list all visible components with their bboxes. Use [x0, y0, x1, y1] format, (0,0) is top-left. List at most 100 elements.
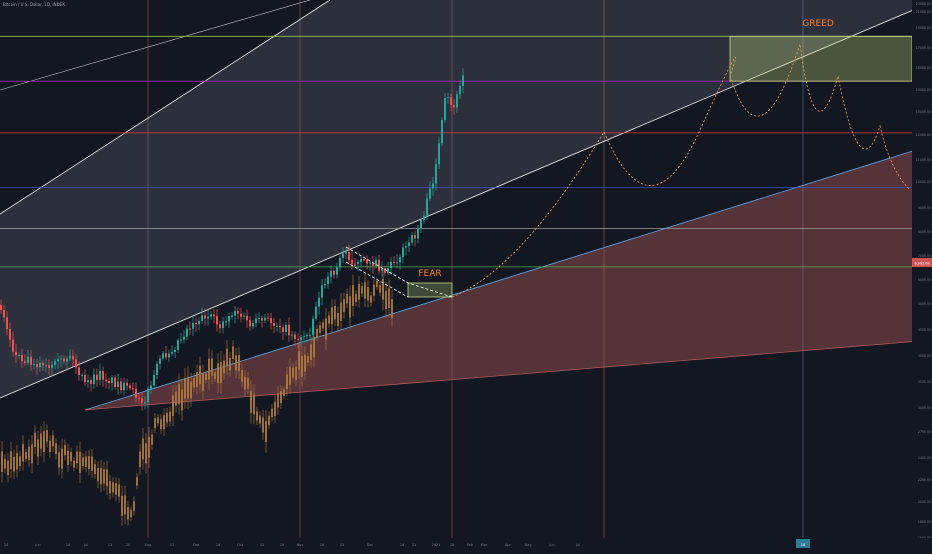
ghost-candle-body — [100, 468, 102, 485]
price-candle-body — [369, 262, 371, 264]
ghost-candle-body — [208, 358, 210, 380]
ghost-candle-body — [103, 469, 105, 484]
price-candle-body — [54, 361, 56, 365]
x-tick-label: 17 — [170, 543, 174, 547]
price-candle-body — [0, 305, 2, 310]
price-candle-body — [9, 329, 11, 340]
ghost-candle-body — [277, 393, 279, 408]
ghost-candle-body — [250, 390, 252, 413]
price-candle-body — [90, 380, 92, 385]
price-candle-body — [138, 397, 140, 399]
ghost-candle-body — [307, 356, 309, 363]
price-candle-body — [84, 375, 86, 383]
y-tick-label: 4000.00 — [918, 354, 931, 358]
price-candle-body — [117, 381, 119, 388]
ghost-candle-body — [283, 389, 285, 396]
ghost-candle-body — [226, 348, 228, 367]
projection-path — [451, 43, 911, 298]
ghost-candle-body — [67, 450, 69, 465]
price-candle-body — [270, 318, 272, 324]
price-candle-body — [189, 328, 191, 330]
price-candle-body — [288, 324, 290, 336]
ghost-candle-body — [151, 434, 153, 445]
price-candle-body — [300, 337, 302, 341]
x-tick-label: Jul — [575, 543, 580, 547]
ghost-candle-body — [256, 411, 258, 421]
ghost-candle-body — [112, 482, 114, 493]
price-candle-body — [408, 242, 410, 247]
price-candle-body — [6, 317, 8, 330]
price-candle-body — [297, 339, 299, 341]
price-candle-body — [216, 316, 218, 325]
price-candle-body — [252, 322, 254, 327]
ghost-candle-body — [355, 294, 357, 303]
ghost-candle-body — [127, 507, 129, 520]
ghost-candle-body — [130, 510, 132, 518]
price-candle-body — [144, 402, 146, 404]
ghost-candle-body — [340, 302, 342, 321]
ghost-candle-body — [37, 439, 39, 457]
ghost-candle-body — [322, 322, 324, 329]
y-tick-label: 4500.00 — [918, 328, 931, 332]
x-tick-label: 24 — [4, 543, 8, 547]
price-candle-body — [123, 382, 125, 391]
price-candle-body — [327, 276, 329, 285]
y-tick-label: 16000.00 — [916, 66, 931, 70]
price-candle-body — [372, 262, 374, 267]
ghost-candle-body — [43, 431, 45, 453]
price-candle-body — [342, 253, 344, 258]
ghost-candle-body — [211, 358, 213, 376]
price-candle-body — [429, 188, 431, 199]
price-candle-body — [456, 94, 458, 108]
price-candle-body — [273, 323, 275, 326]
ghost-candle-body — [172, 395, 174, 416]
price-candle-body — [345, 251, 347, 254]
price-candle-body — [432, 183, 434, 189]
price-candle-body — [48, 365, 50, 368]
y-tick-label: 23000.00 — [916, 2, 931, 6]
ghost-candle-body — [187, 376, 189, 399]
fear-pattern-lower — [345, 261, 409, 298]
y-tick-label: 2200.00 — [918, 478, 931, 482]
ghost-candle-body — [73, 460, 75, 468]
ghost-candle-body — [313, 336, 315, 358]
ghost-candle-body — [94, 464, 96, 474]
y-tick-label: 2400.00 — [918, 456, 931, 460]
price-candle-body — [405, 246, 407, 248]
ghost-candle-body — [31, 444, 33, 464]
price-candle-body — [315, 306, 317, 319]
ghost-candle-body — [169, 411, 171, 422]
ghost-candle-body — [145, 443, 147, 464]
ghost-candle-body — [373, 284, 375, 296]
price-candle-body — [402, 247, 404, 258]
price-candle-body — [303, 336, 305, 338]
y-tick-label: 9000.00 — [918, 206, 931, 210]
price-candle-body — [213, 314, 215, 317]
price-candle-body — [243, 315, 245, 317]
price-candle-body — [156, 363, 158, 375]
price-candle-body — [453, 104, 455, 108]
price-candle-body — [234, 311, 236, 316]
price-candle-body — [324, 284, 326, 286]
y-tick-label: 11000.00 — [916, 158, 931, 162]
ghost-candle-body — [109, 481, 111, 494]
price-candle-body — [87, 380, 89, 383]
ghost-candle-body — [232, 346, 234, 360]
price-candle-body — [423, 215, 425, 221]
price-candle-body — [417, 227, 419, 239]
x-tick-label: Mar — [481, 543, 488, 547]
x-tick-label: Sep — [193, 543, 199, 547]
y-tick-label: 13000.00 — [916, 110, 931, 114]
price-candle-body — [114, 377, 116, 388]
ghost-candle-body — [142, 438, 144, 460]
price-candle-body — [102, 371, 104, 380]
ghost-candle-body — [97, 468, 99, 482]
ghost-candle-body — [271, 408, 273, 418]
x-tick-label: 12 — [260, 543, 264, 547]
y-tick-label: 1800.00 — [918, 520, 931, 524]
ghost-candle-body — [286, 374, 288, 390]
ghost-candle-body — [262, 417, 264, 433]
ghost-candle-body — [205, 373, 207, 380]
